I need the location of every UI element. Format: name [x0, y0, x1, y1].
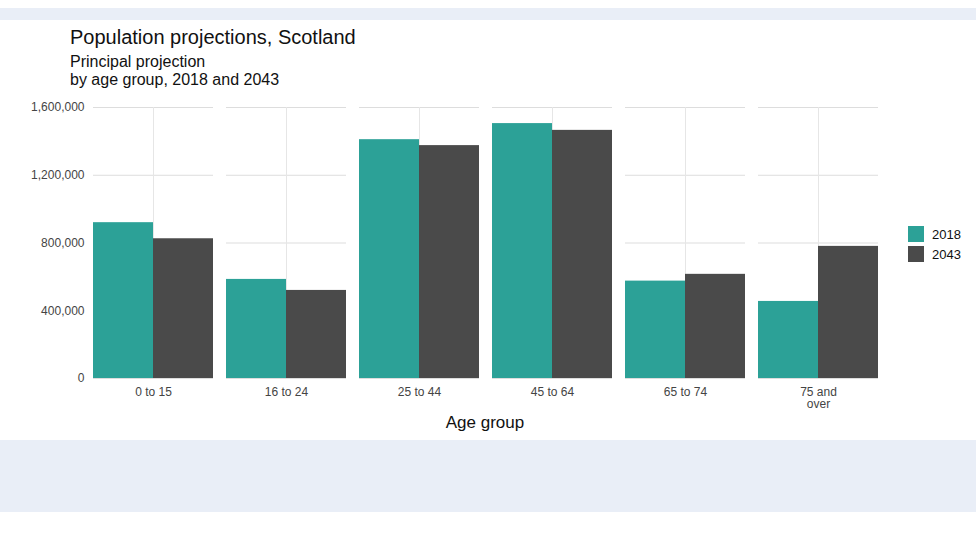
html-text:Principal projection by age gr: Principal projection by age group, 2018 … [70, 53, 280, 88]
svg-text:0: 0 [78, 371, 85, 385]
svg-text:0 to 15: 0 to 15 [135, 385, 172, 399]
svg-text:75 andover: 75 andover [800, 385, 837, 411]
svg-text:65 to 74: 65 to 74 [664, 385, 708, 399]
html-text:Population projections, Scotla: Population projections, Scotland [70, 26, 356, 48]
svg-text:1,600,000: 1,600,000 [31, 100, 85, 114]
html-text:2018: 2018 [932, 226, 961, 242]
svg-text:25 to 44: 25 to 44 [398, 385, 442, 399]
svg-text:800,000: 800,000 [41, 236, 85, 250]
html-text:2043: 2043 [932, 246, 961, 262]
svg-text:45 to 64: 45 to 64 [531, 385, 575, 399]
svg-text:400,000: 400,000 [41, 304, 85, 318]
html-text:Age group: Age group [445, 413, 525, 432]
svg-text:16 to 24: 16 to 24 [265, 385, 309, 399]
svg-text:1,200,000: 1,200,000 [31, 168, 85, 182]
